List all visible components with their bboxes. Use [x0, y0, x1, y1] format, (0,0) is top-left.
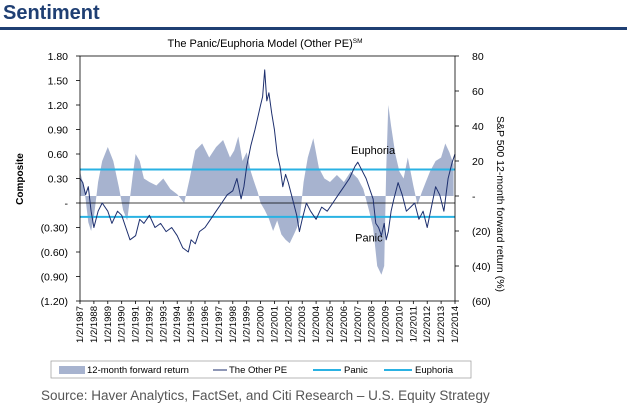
right-tick-label: (40)	[472, 261, 491, 273]
x-axis-ticks: 1/2/1987 1/2/1988 1/2/1989 1/2/1990 1/2/1991…	[75, 301, 461, 343]
x-tick-label: 1/2/1998	[228, 306, 239, 343]
x-tick-label: 1/2/1999	[242, 306, 253, 343]
x-tick-label: 1/2/2007	[353, 306, 364, 343]
right-tick-label: 80	[472, 51, 484, 63]
left-tick-label: 1.80	[48, 51, 69, 63]
annotation-panic: Panic	[355, 232, 383, 244]
x-tick-label: 1/2/2003	[297, 306, 308, 343]
left-tick-label: (0.30)	[41, 223, 68, 235]
y-left-label: Composite	[15, 153, 26, 205]
page-title: Sentiment	[3, 2, 100, 24]
x-tick-label: 1/2/2002	[283, 306, 294, 343]
left-axis-ticks: 1.80 1.50 1.20 0.90 0.60 0.30 - (0.30) (0.60) (0.…	[41, 51, 80, 308]
x-tick-label: 1/2/1987	[75, 306, 86, 343]
x-tick-label: 1/2/2004	[311, 306, 322, 343]
x-tick-label: 1/2/1989	[103, 306, 114, 343]
x-tick-label: 1/2/1991	[131, 306, 142, 343]
x-tick-label: 1/2/2010	[394, 306, 405, 343]
other-pe-line	[79, 69, 456, 253]
left-tick-label: 1.20	[48, 100, 69, 112]
chart-title-superscript: SM	[353, 38, 363, 45]
x-tick-label: 1/2/2014	[450, 306, 461, 343]
x-tick-label: 1/2/2005	[325, 306, 336, 343]
annotation-euphoria: Euphoria	[351, 145, 396, 157]
title-rule	[0, 27, 627, 30]
x-tick-label: 1/2/2008	[367, 306, 378, 343]
left-tick-label: (0.90)	[41, 272, 68, 284]
left-tick-label: 0.90	[48, 125, 69, 137]
right-tick-label: -	[472, 191, 476, 203]
annotations: Euphoria Panic	[351, 145, 396, 244]
y-right-label: S&P 500 12-month forward return (%)	[494, 116, 506, 292]
chart-title-text: The Panic/Euphoria Model (Other PE)	[167, 38, 352, 50]
left-tick-label: 0.60	[48, 149, 69, 161]
x-tick-label: 1/2/2013	[436, 306, 447, 343]
x-tick-label: 1/2/1992	[144, 306, 155, 343]
x-tick-label: 1/2/1997	[214, 306, 225, 343]
left-tick-label: (1.20)	[41, 296, 68, 308]
left-tick-label: (0.60)	[41, 247, 68, 259]
right-tick-label: 40	[472, 121, 484, 133]
x-tick-label: 1/2/2011	[408, 306, 419, 342]
x-tick-label: 1/2/1994	[172, 306, 183, 343]
x-tick-label: 1/2/2001	[269, 306, 280, 343]
legend-label-forward-return: 12-month forward return	[87, 365, 189, 376]
x-tick-label: 1/2/1995	[186, 306, 197, 343]
left-tick-label: 1.50	[48, 76, 69, 88]
legend-frame	[50, 360, 472, 379]
threshold-lines	[80, 168, 455, 218]
panic-euphoria-chart: The Panic/Euphoria Model (Other PE)SM 1.…	[15, 38, 506, 379]
x-tick-label: 1/2/2000	[256, 306, 267, 343]
left-tick-label: 0.30	[48, 174, 69, 186]
right-tick-label: 60	[472, 86, 484, 98]
forward-return-area-group	[80, 105, 454, 275]
forward-return-area	[80, 105, 454, 275]
x-tick-label: 1/2/1990	[117, 306, 128, 343]
right-axis-ticks: 80 60 40 20 - (20) (40) (60)	[455, 51, 491, 308]
right-tick-label: 20	[472, 156, 484, 168]
right-tick-label: (60)	[472, 296, 491, 308]
x-tick-label: 1/2/2012	[422, 306, 433, 343]
legend: 12-month forward return The Other PE Pan…	[50, 360, 472, 379]
chart-title: The Panic/Euphoria Model (Other PE)SM	[167, 38, 362, 50]
legend-label-euphoria: Euphoria	[415, 365, 454, 376]
x-tick-label: 1/2/1996	[200, 306, 211, 343]
legend-label-panic: Panic	[344, 365, 368, 376]
x-tick-label: 1/2/1988	[89, 306, 100, 343]
left-tick-label: -	[65, 198, 69, 210]
legend-swatch-forward-return	[59, 366, 85, 374]
x-tick-label: 1/2/1993	[158, 306, 169, 343]
x-tick-label: 1/2/2009	[381, 306, 392, 343]
right-tick-label: (20)	[472, 226, 491, 238]
x-tick-label: 1/2/2006	[339, 306, 350, 343]
source-note: Source: Haver Analytics, FactSet, and Ci…	[41, 388, 490, 403]
legend-label-other-pe: The Other PE	[229, 365, 287, 376]
